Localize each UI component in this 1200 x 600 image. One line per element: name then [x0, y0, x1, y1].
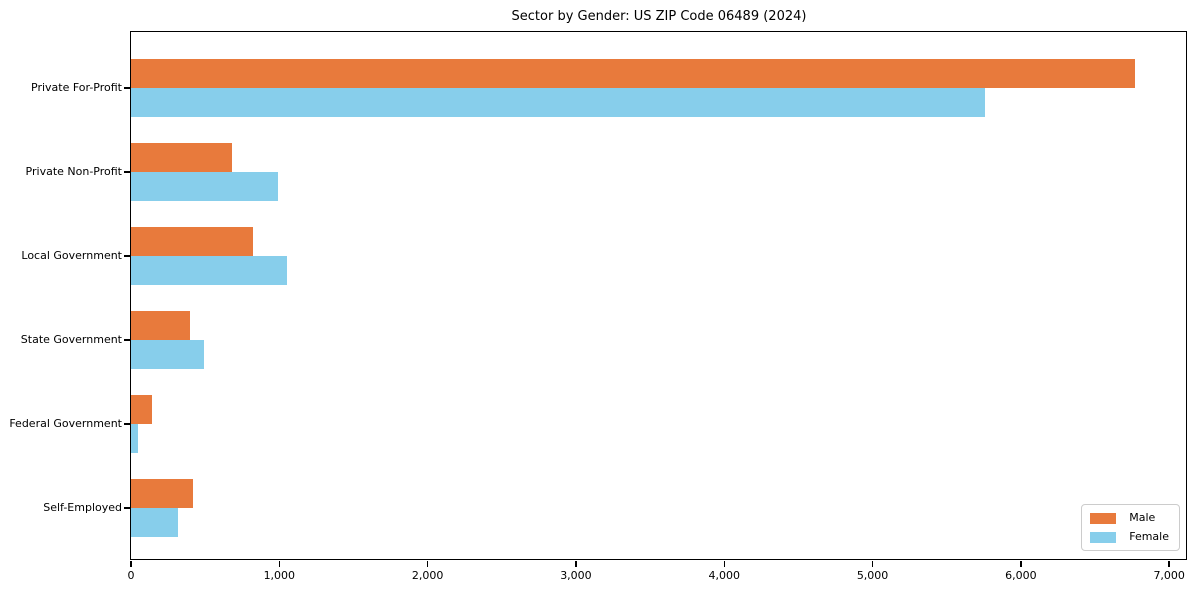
bar-male-federal-government — [131, 395, 152, 424]
bar-male-local-government — [131, 227, 253, 256]
ytick-mark — [124, 87, 130, 89]
ytick-mark — [124, 255, 130, 257]
legend-item-male: Male — [1090, 512, 1169, 524]
legend-swatch-female — [1090, 531, 1117, 543]
ytick-mark — [124, 171, 130, 173]
xtick-label-2000: 2,000 — [411, 569, 444, 582]
bar-male-private-non-profit — [131, 143, 232, 172]
xtick-label-7000: 7,000 — [1153, 569, 1185, 582]
bar-male-self-employed — [131, 479, 194, 508]
legend: Male Female — [1081, 504, 1180, 551]
xtick-mark — [278, 561, 281, 567]
xtick-mark — [723, 561, 725, 567]
ytick-mark — [124, 507, 130, 509]
xtick-mark — [1020, 561, 1022, 567]
bar-male-state-government — [131, 311, 191, 340]
bar-female-self-employed — [131, 508, 179, 537]
bar-male-private-for-profit — [131, 59, 1136, 88]
ytick-mark — [124, 339, 130, 341]
bar-female-private-for-profit — [131, 88, 986, 117]
chart-title: Sector by Gender: US ZIP Code 06489 (202… — [511, 9, 807, 24]
xtick-label-5000: 5,000 — [856, 569, 889, 582]
ytick-label-private-non-profit: Private Non-Profit — [25, 165, 122, 178]
bar-female-private-non-profit — [131, 172, 278, 201]
bar-female-federal-government — [131, 424, 139, 453]
xtick-mark — [130, 561, 132, 567]
legend-item-female: Female — [1090, 531, 1169, 543]
xtick-mark — [575, 561, 577, 567]
xtick-label-4000: 4,000 — [708, 569, 741, 582]
ytick-label-local-government: Local Government — [21, 249, 122, 262]
xtick-mark — [871, 561, 874, 567]
ytick-label-federal-government: Federal Government — [9, 417, 122, 430]
plot-area: Male Female — [130, 31, 1187, 560]
legend-label-female: Female — [1129, 530, 1169, 543]
ytick-label-private-for-profit: Private For-Profit — [31, 81, 122, 94]
xtick-label-3000: 3,000 — [560, 569, 592, 582]
ytick-label-state-government: State Government — [20, 333, 122, 346]
xtick-mark — [1168, 561, 1170, 567]
xtick-label-6000: 6,000 — [1005, 569, 1037, 582]
ytick-mark — [124, 423, 130, 425]
xtick-label-0: 0 — [127, 569, 135, 582]
bar-female-state-government — [131, 340, 204, 369]
xtick-label-1000: 1,000 — [263, 569, 296, 582]
bar-female-local-government — [131, 256, 287, 285]
ytick-label-self-employed: Self-Employed — [43, 501, 122, 514]
legend-label-male: Male — [1129, 511, 1156, 524]
xtick-mark — [426, 561, 429, 567]
legend-swatch-male — [1090, 512, 1117, 524]
